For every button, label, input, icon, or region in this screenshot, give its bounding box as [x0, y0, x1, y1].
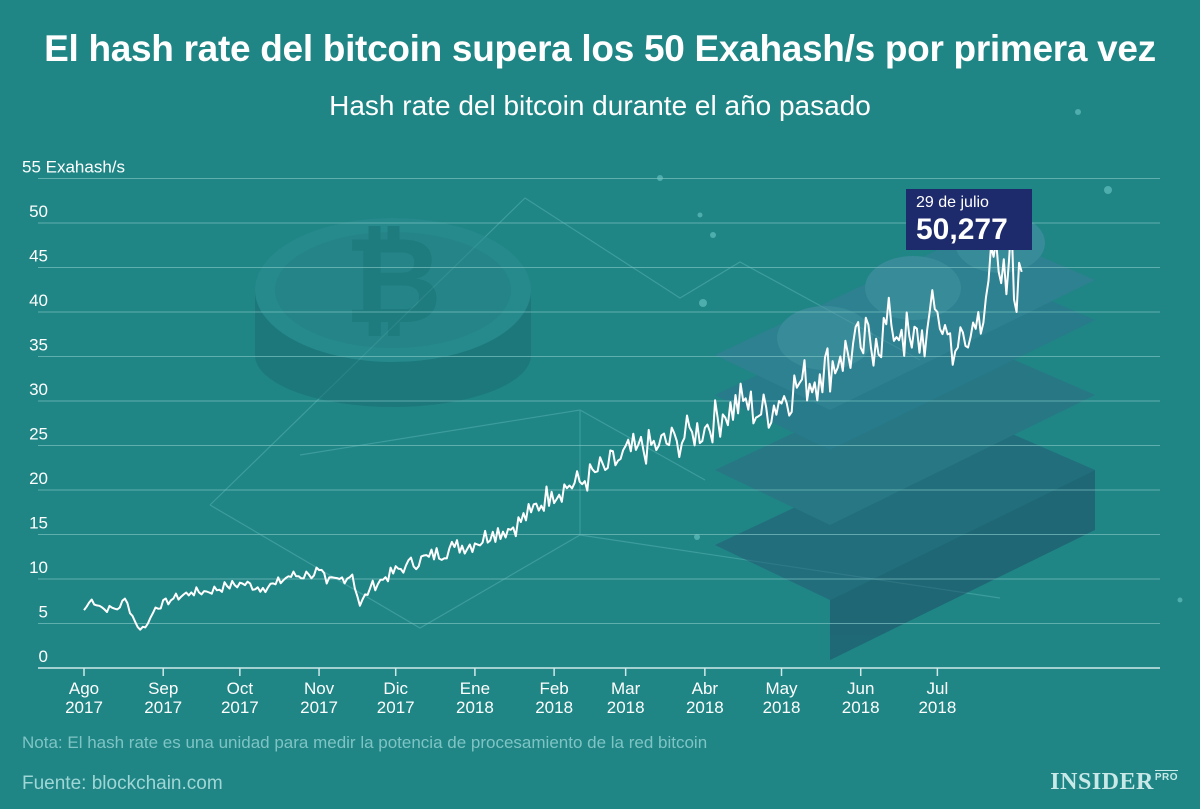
- x-tick-label-month: Ene: [460, 679, 490, 698]
- y-tick-label-0: 0: [39, 647, 48, 666]
- y-tick-label-45: 45: [29, 247, 48, 266]
- chart-subtitle: Hash rate del bitcoin durante el año pas…: [329, 90, 871, 121]
- x-tick-label-month: Nov: [304, 679, 335, 698]
- series-line: [83, 219, 1023, 631]
- y-tick-label-30: 30: [29, 380, 48, 399]
- source-credit: Fuente: blockchain.com: [22, 773, 223, 794]
- y-tick-label-25: 25: [29, 425, 48, 444]
- series-hash-rate: [83, 219, 1023, 631]
- svg-text:₿: ₿: [344, 212, 442, 351]
- brand-logo: INSIDERPRO: [1050, 769, 1178, 796]
- x-tick-label-year: 2018: [607, 698, 645, 717]
- y-tick-label-50: 50: [29, 202, 48, 221]
- y-tick-label-55: 55 Exahash/s: [22, 158, 125, 177]
- y-tick-label-15: 15: [29, 514, 48, 533]
- x-tick-label-month: Abr: [692, 679, 719, 698]
- x-tick-label-month: Dic: [383, 679, 408, 698]
- gridlines: [38, 178, 1160, 669]
- x-tick-label-year: 2017: [221, 698, 259, 717]
- x-tick-label-year: 2018: [918, 698, 956, 717]
- x-tick-label-month: Mar: [611, 679, 641, 698]
- y-tick-label-40: 40: [29, 291, 48, 310]
- callout-date: 29 de julio: [916, 194, 989, 211]
- callout-value: 50,277: [916, 213, 1008, 246]
- x-tick-label-month: Feb: [539, 679, 568, 698]
- x-tick-label-month: Jun: [847, 679, 874, 698]
- x-tick-label-year: 2018: [535, 698, 573, 717]
- x-tick-label-year: 2017: [377, 698, 415, 717]
- bitcoin-coin-icon: ₿: [255, 212, 531, 407]
- footnote: Nota: El hash rate es una unidad para me…: [22, 733, 708, 752]
- y-tick-label-5: 5: [39, 603, 48, 622]
- y-tick-label-35: 35: [29, 336, 48, 355]
- brand-name: INSIDER: [1050, 769, 1154, 795]
- x-tick-label-year: 2017: [144, 698, 182, 717]
- peak-callout: 29 de julio 50,277: [906, 189, 1032, 250]
- x-tick-label-year: 2018: [686, 698, 724, 717]
- brand-suffix: PRO: [1154, 770, 1178, 783]
- chart-title: El hash rate del bitcoin supera los 50 E…: [44, 28, 1156, 69]
- x-tick-label-month: Ago: [69, 679, 99, 698]
- x-tick-label-year: 2017: [300, 698, 338, 717]
- x-tick-label-month: Sep: [148, 679, 178, 698]
- x-tick-label-year: 2017: [65, 698, 103, 717]
- x-tick-label-month: Oct: [227, 679, 254, 698]
- y-tick-label-10: 10: [29, 558, 48, 577]
- x-tick-label-month: May: [765, 679, 798, 698]
- x-tick-label-month: Jul: [927, 679, 949, 698]
- x-axis-tick-labels: Ago2017Sep2017Oct2017Nov2017Dic2017Ene20…: [65, 668, 956, 717]
- y-axis-tick-labels: 0 5 10 15 20 25 30 35 40 45 50 55 Exahash/s: [22, 158, 125, 667]
- x-tick-label-year: 2018: [763, 698, 801, 717]
- x-tick-label-year: 2018: [456, 698, 494, 717]
- y-tick-label-20: 20: [29, 469, 48, 488]
- x-tick-label-year: 2018: [842, 698, 880, 717]
